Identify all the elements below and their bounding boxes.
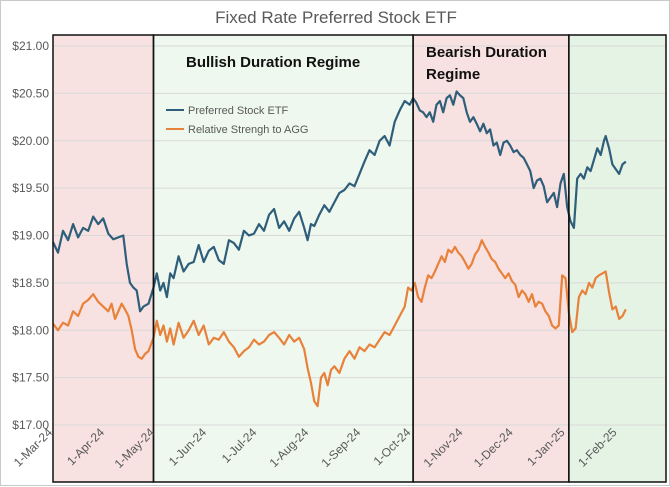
series-line-preferred	[52, 90, 627, 313]
y-tick-label: $19.50	[12, 181, 49, 195]
y-tick-label: $20.50	[12, 86, 49, 100]
chart-title: Fixed Rate Preferred Stock ETF	[215, 8, 457, 27]
legend-label-relative: Relative Strengh to AGG	[188, 124, 308, 136]
regime-label-bullish: Bullish Duration Regime	[186, 54, 360, 71]
regime-label-bearish: Bearish Duration Regime	[426, 44, 547, 83]
regime-band-post-bear	[568, 35, 666, 482]
y-tick-label: $17.00	[12, 418, 49, 432]
regime-band-pre-bull	[53, 35, 154, 482]
y-tick-label: $18.50	[12, 276, 49, 290]
y-tick-label: $20.00	[12, 134, 49, 148]
regime-band-bullish	[153, 35, 414, 482]
y-tick-label: $19.00	[12, 229, 49, 243]
y-tick-label: $17.50	[12, 371, 49, 385]
regime-border-post-bear	[568, 34, 667, 483]
legend-label-preferred: Preferred Stock ETF	[188, 105, 289, 117]
y-tick-label: $18.00	[12, 323, 49, 337]
y-tick-label: $21.00	[12, 39, 49, 53]
